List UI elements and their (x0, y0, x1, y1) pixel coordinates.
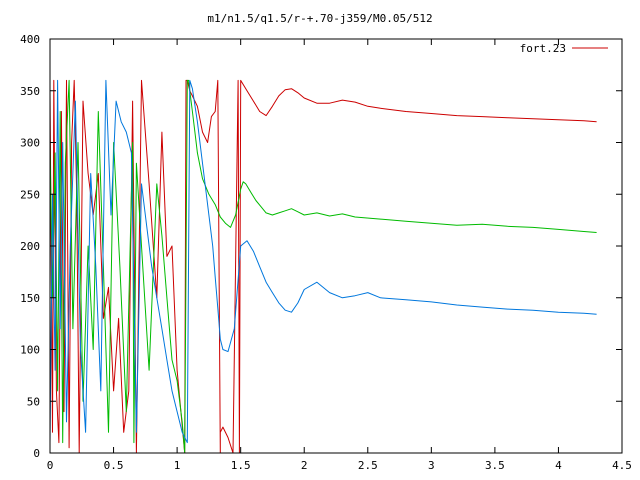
y-tick-label: 150 (20, 292, 40, 305)
series-line-3 (49, 79, 597, 444)
y-tick-label: 100 (20, 344, 40, 357)
series-layer (49, 79, 597, 454)
y-tick-label: 200 (20, 240, 40, 253)
x-tick-label: 1 (174, 459, 181, 472)
series-line-1 (49, 79, 597, 454)
y-tick-label: 50 (27, 395, 40, 408)
y-tick-label: 300 (20, 137, 40, 150)
x-tick-label: 4.5 (612, 459, 632, 472)
x-tick-label: 3 (428, 459, 435, 472)
x-tick-label: 3.5 (485, 459, 505, 472)
x-tick-label: 2 (301, 459, 308, 472)
x-tick-label: 2.5 (358, 459, 378, 472)
series-line-2 (49, 79, 597, 454)
x-tick-label: 0.5 (104, 459, 124, 472)
legend: fort.23 (520, 42, 608, 55)
y-tick-label: 0 (33, 447, 40, 460)
y-tick-label: 250 (20, 188, 40, 201)
axes-layer: 0 0.5 1 1.5 2 2.5 3 3.5 4 4.5 0 50 100 150 200 250 300 35… (20, 33, 632, 472)
chart-title: m1/n1.5/q1.5/r-+.70-j359/M0.05/512 (207, 12, 432, 25)
legend-label: fort.23 (520, 42, 566, 55)
x-tick-label: 0 (47, 459, 54, 472)
y-tick-label: 400 (20, 33, 40, 46)
x-tick-label: 4 (555, 459, 562, 472)
x-tick-label: 1.5 (231, 459, 251, 472)
y-tick-label: 350 (20, 85, 40, 98)
